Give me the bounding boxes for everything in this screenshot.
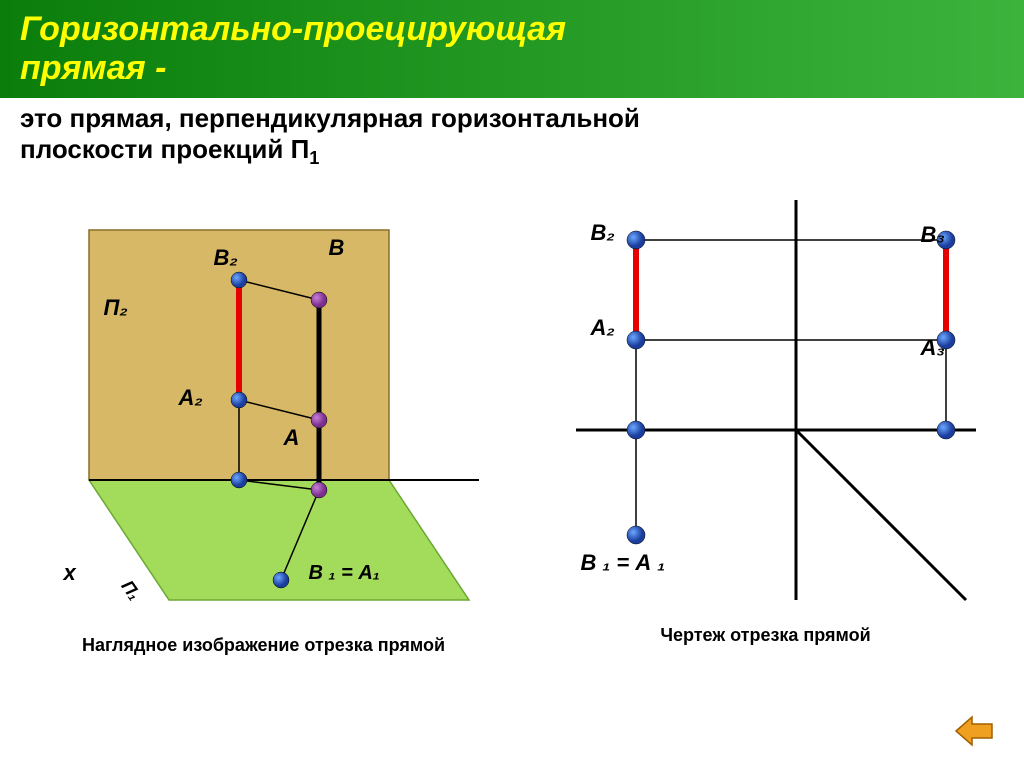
header-line1: Горизонтально-проецирующая [20,10,566,48]
label-A3-2d: А₃ [921,335,945,361]
label-B2: В₂ [214,245,238,271]
diagram-3d-svg [39,180,489,620]
diagram-2d: В₂ В₃ А₂ А₃ В ₁ = А ₁ Чертеж отрезка пря… [546,180,986,646]
subtitle: это прямая, перпендикулярная горизонталь… [0,98,1024,180]
subtitle-line1: это прямая, перпендикулярная горизонталь… [20,103,640,133]
caption-3d: Наглядное изображение отрезка прямой [39,635,489,656]
label-P2: П₂ [104,295,128,321]
header-title: Горизонтально-проецирующая прямая - [0,0,1024,98]
label-B2-2d: В₂ [591,220,615,246]
label-A2-2d: А₂ [591,315,615,341]
label-x: x [64,560,76,586]
diagram-3d: П₂ В₂ В А₂ А В ₁ = А₁ x П₁ Наглядное изо… [39,180,489,656]
label-A: А [284,425,300,451]
label-A2: А₂ [179,385,203,411]
label-B1A1: В ₁ = А₁ [309,562,380,585]
subtitle-line2: плоскости проекций П [20,134,309,164]
label-B1A1-2d: В ₁ = А ₁ [581,550,666,576]
back-arrow-icon [954,713,994,749]
back-button[interactable] [954,713,994,749]
label-B3-2d: В₃ [921,222,945,248]
header-line2: прямая - [20,49,166,87]
caption-2d: Чертеж отрезка прямой [546,625,986,646]
label-B: В [329,235,345,261]
